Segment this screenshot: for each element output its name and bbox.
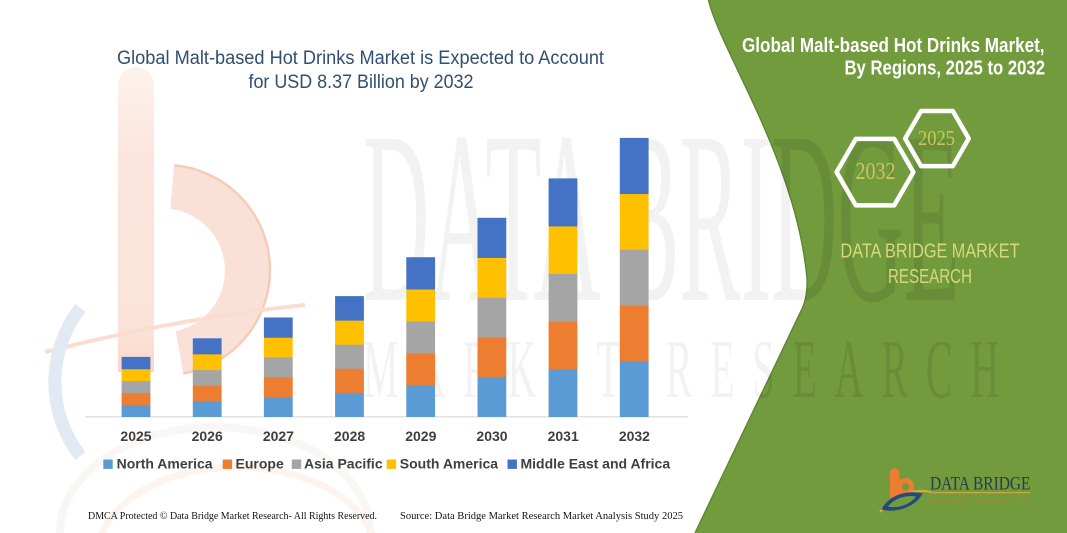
svg-text:DATA BRIDGE MARKET: DATA BRIDGE MARKET [841, 241, 1020, 263]
svg-text:DATA BRIDGE: DATA BRIDGE [930, 474, 1031, 495]
svg-text:MARKET RESEARCH: MARKET RESEARCH [930, 498, 1030, 505]
svg-text:Asia Pacific: Asia Pacific [304, 456, 383, 472]
svg-text:2028: 2028 [334, 428, 365, 444]
svg-text:2032: 2032 [619, 428, 650, 444]
svg-text:2030: 2030 [476, 428, 507, 444]
svg-text:for USD 8.37 Billion by 2032: for USD 8.37 Billion by 2032 [249, 72, 474, 93]
svg-text:RESEARCH: RESEARCH [888, 266, 972, 288]
svg-text:North America: North America [117, 456, 213, 472]
svg-text:Global Malt-based Hot Drinks M: Global Malt-based Hot Drinks Market, [742, 35, 1045, 57]
svg-text:MARKET RESEARCH: MARKET RESEARCH [363, 323, 1017, 416]
svg-text:2026: 2026 [192, 428, 223, 444]
svg-text:2029: 2029 [405, 428, 436, 444]
svg-text:2027: 2027 [263, 428, 294, 444]
svg-text:Source: Data Bridge Market Res: Source: Data Bridge Market Research Mark… [400, 510, 683, 522]
svg-text:2025: 2025 [120, 428, 151, 444]
svg-text:DMCA Protected © Data Bridge M: DMCA Protected © Data Bridge Market Rese… [88, 510, 377, 522]
svg-text:2031: 2031 [548, 428, 579, 444]
svg-text:2032: 2032 [856, 159, 896, 185]
svg-text:Middle East and Africa: Middle East and Africa [521, 456, 671, 472]
svg-text:South America: South America [400, 456, 498, 472]
svg-text:2025: 2025 [918, 126, 955, 150]
svg-text:By Regions, 2025 to 2032: By Regions, 2025 to 2032 [845, 57, 1046, 79]
svg-text:DATA BRIDGE: DATA BRIDGE [363, 83, 960, 355]
svg-text:Europe: Europe [236, 456, 284, 472]
svg-text:Global Malt-based Hot Drinks M: Global Malt-based Hot Drinks Market is E… [117, 48, 605, 69]
